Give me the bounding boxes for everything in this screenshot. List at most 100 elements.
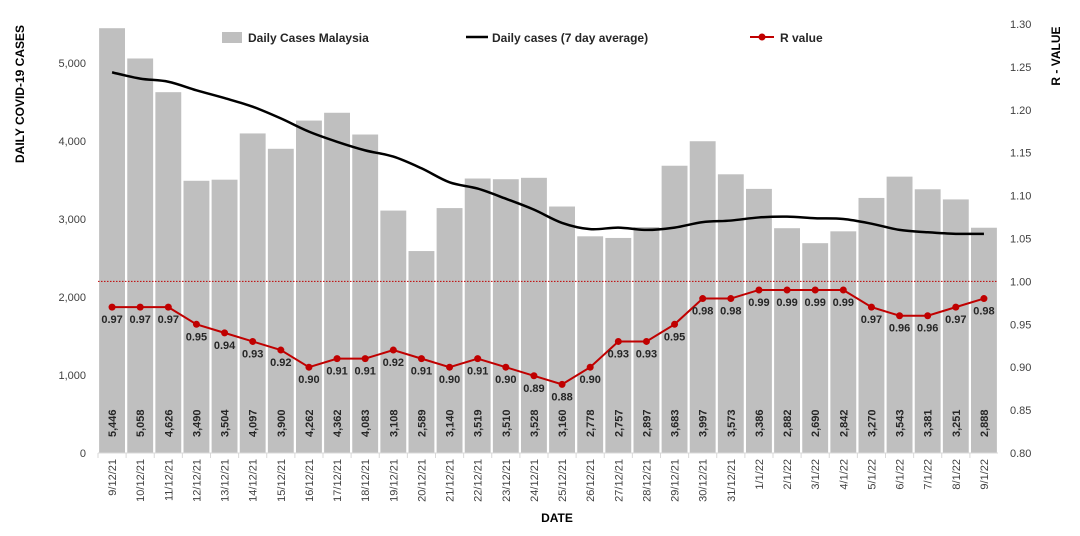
r-marker-5/1/22 (867, 303, 875, 311)
bar-value-label: 3,519 (473, 409, 485, 437)
x-tick-label: 2/1/22 (782, 459, 794, 490)
r-value-label: 0.99 (748, 297, 769, 309)
y-right-tick-label: 0.80 (1010, 448, 1031, 460)
y-right-tick-label: 1.05 (1010, 234, 1031, 246)
bar-value-label: 3,543 (895, 409, 907, 437)
bar-19/12/21 (380, 210, 407, 453)
bar-value-label: 2,897 (641, 409, 653, 437)
x-tick-label: 7/1/22 (923, 459, 935, 490)
r-value-label: 0.96 (917, 323, 938, 335)
bar-value-label: 4,097 (248, 409, 260, 437)
r-marker-4/1/22 (839, 286, 847, 294)
bar-25/12/21 (549, 206, 575, 453)
x-tick-label: 1/1/22 (754, 459, 766, 490)
bar-value-label: 2,757 (613, 409, 625, 437)
bar-value-label: 3,108 (388, 409, 400, 437)
bar-24/12/21 (521, 177, 547, 454)
y-right-tick-label: 0.90 (1010, 362, 1031, 374)
x-tick-label: 15/12/21 (276, 459, 288, 502)
r-marker-12/12/21 (192, 320, 200, 328)
r-value-label: 0.88 (551, 391, 572, 403)
r-value-label: 0.90 (495, 374, 516, 386)
bar-value-label: 3,510 (501, 409, 513, 437)
x-tick-label: 6/1/22 (895, 459, 907, 490)
r-value-label: 0.90 (439, 374, 460, 386)
bar-value-label: 3,683 (670, 409, 682, 437)
x-tick-label: 8/1/22 (951, 459, 963, 490)
r-value-label: 0.98 (720, 306, 741, 318)
x-tick-label: 5/1/22 (866, 459, 878, 490)
bar-value-label: 3,386 (754, 409, 766, 437)
bar-value-label: 3,270 (866, 409, 878, 437)
bar-3/1/22 (802, 243, 829, 453)
r-marker-13/12/21 (221, 329, 229, 337)
r-value-labels-group: 0.97 0.97 0.97 0.95 0.94 0.93 0.92 0.90 0.91 0.91… (101, 297, 994, 403)
bar-value-label: 3,490 (191, 409, 203, 437)
r-marker-15/12/21 (277, 346, 285, 354)
y-right-tick-label: 1.25 (1010, 62, 1031, 74)
r-marker-9/1/22 (980, 295, 988, 303)
r-marker-2/1/22 (783, 286, 791, 294)
r-marker-21/12/21 (446, 363, 454, 371)
r-value-label: 0.90 (579, 374, 600, 386)
r-marker-7/1/22 (924, 312, 932, 320)
x-tick-label: 10/12/21 (135, 459, 147, 502)
bar-22/12/21 (464, 178, 491, 453)
bar-value-label: 2,778 (585, 409, 597, 437)
r-value-label: 0.95 (186, 331, 207, 343)
x-tick-label: 13/12/21 (220, 459, 232, 502)
bar-value-label: 2,690 (810, 409, 822, 437)
r-value-label: 0.98 (973, 306, 994, 318)
y-right-tick-label: 1.10 (1010, 191, 1031, 203)
bar-18/12/21 (352, 134, 379, 453)
x-tick-label: 20/12/21 (416, 459, 428, 502)
y-right-tick-label: 0.85 (1010, 405, 1031, 417)
legend-label-daily-cases: Daily Cases Malaysia (248, 31, 369, 45)
r-marker-11/12/21 (164, 303, 172, 311)
y-right-tick-label: 1.15 (1010, 148, 1031, 160)
y-left-tick-label: 3,000 (58, 214, 86, 226)
bar-29/12/21 (661, 165, 688, 453)
bar-value-label: 5,446 (107, 409, 119, 437)
y-right-tick-label: 1.00 (1010, 276, 1031, 288)
r-marker-10/12/21 (136, 303, 144, 311)
x-tick-label: 30/12/21 (698, 459, 710, 502)
bar-value-label: 3,900 (276, 409, 288, 437)
bar-15/12/21 (267, 148, 294, 454)
x-tick-label: 21/12/21 (445, 459, 457, 502)
bar-value-labels-group: 5,446 5,058 4,626 3,490 3,504 4,097 3,900 4,262… (107, 409, 991, 437)
x-tick-label: 18/12/21 (360, 459, 372, 502)
r-value-label: 0.95 (664, 331, 685, 343)
y-left-tick-label: 2,000 (58, 292, 86, 304)
r-value-label: 0.97 (129, 314, 150, 326)
y-axis-right-title: R - VALUE (1049, 26, 1063, 85)
bar-17/12/21 (324, 112, 350, 453)
bar-9/1/22 (971, 227, 997, 453)
x-tick-label: 12/12/21 (191, 459, 203, 502)
y-left-tick-label: 0 (80, 448, 86, 460)
seven-day-average-line (111, 71, 984, 236)
x-tick-label: 24/12/21 (529, 459, 541, 502)
bar-27/12/21 (605, 237, 632, 453)
r-value-label: 0.97 (945, 314, 966, 326)
r-marker-18/12/21 (361, 355, 369, 363)
x-tick-label: 11/12/21 (163, 459, 175, 501)
bar-value-label: 3,381 (923, 409, 935, 437)
bar-9/12/21 (99, 28, 125, 453)
y-left-tick-label: 4,000 (58, 136, 86, 148)
r-value-label: 0.99 (804, 297, 825, 309)
r-marker-17/12/21 (333, 355, 341, 363)
bar-21/12/21 (436, 208, 463, 453)
r-marker-28/12/21 (642, 337, 650, 345)
bar-value-label: 3,573 (726, 409, 738, 437)
bar-16/12/21 (296, 120, 322, 454)
r-marker-9/12/21 (108, 303, 116, 311)
r-marker-25/12/21 (558, 380, 566, 388)
x-tick-label: 23/12/21 (501, 459, 513, 502)
bar-value-label: 3,504 (220, 409, 232, 437)
r-value-label: 0.96 (889, 323, 910, 335)
y-left-tick-label: 5,000 (58, 58, 86, 70)
r-value-label: 0.91 (411, 366, 432, 378)
r-marker-30/12/21 (699, 295, 707, 303)
axes-group: 01,0002,0003,0004,0005,0000.800.850.900.… (58, 19, 1031, 502)
